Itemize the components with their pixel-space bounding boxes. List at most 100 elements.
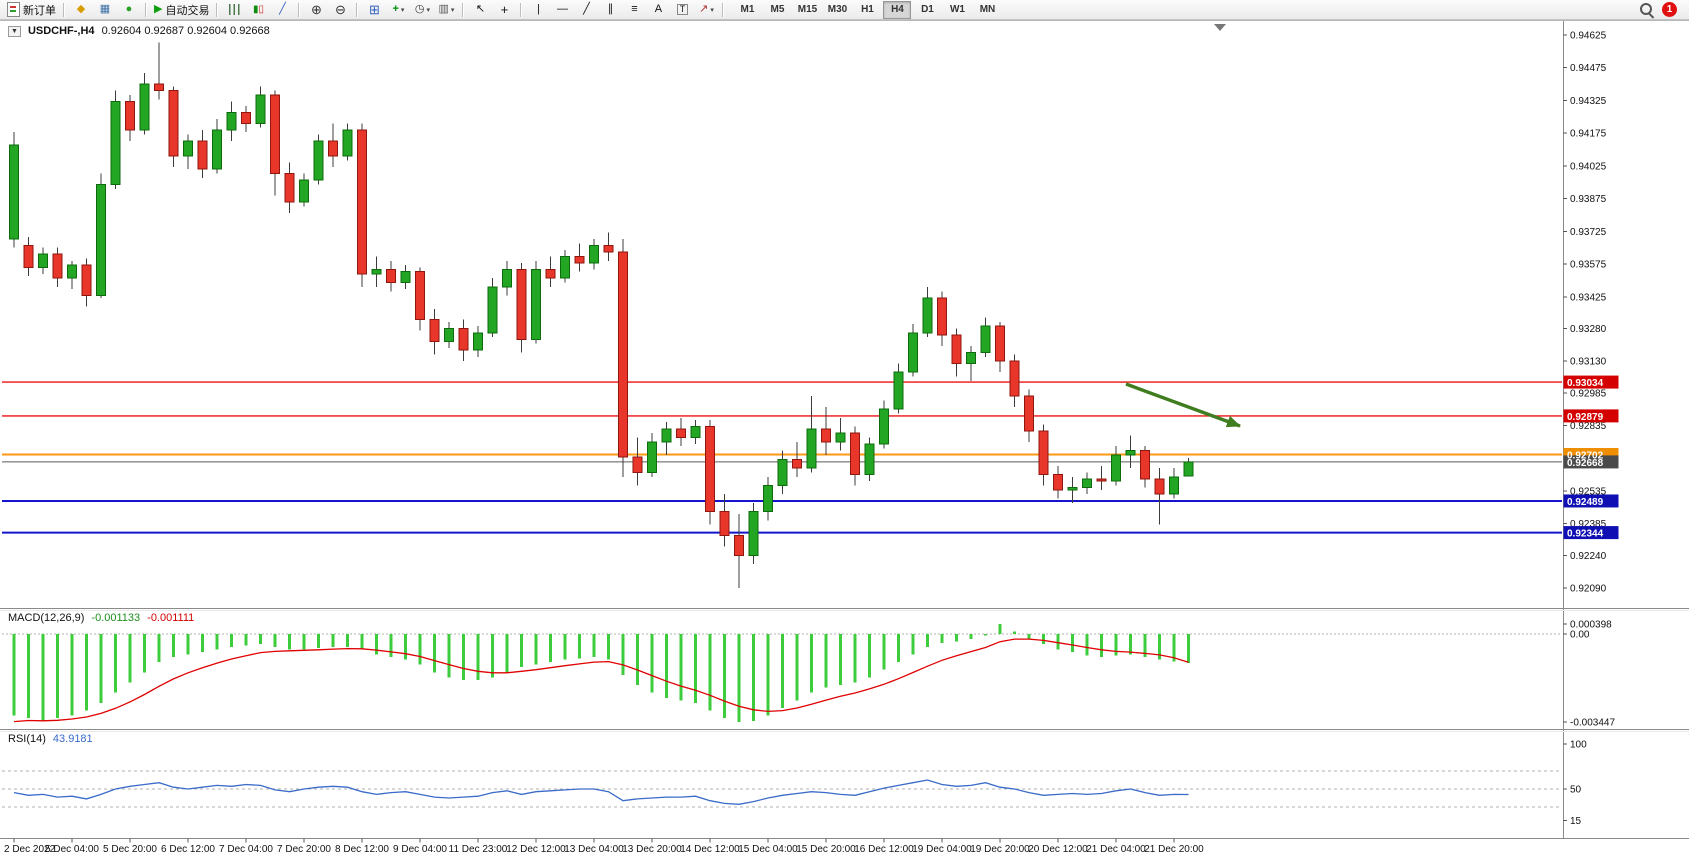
price-tick-label: 0.92835 (1570, 421, 1607, 432)
autotrading-button[interactable]: ▶ 自动交易 (151, 0, 212, 19)
notification-badge[interactable]: 1 (1662, 2, 1677, 17)
price-tick-label: 0.94475 (1570, 63, 1607, 74)
price-tick-label: 0.93280 (1570, 324, 1607, 335)
price-tick-label: 0.94025 (1570, 161, 1607, 172)
chart-title: ▼ USDCHF-,H4 0.92604 0.92687 0.92604 0.9… (8, 25, 270, 37)
trendline-button[interactable]: ╱ (574, 0, 598, 19)
periods-icon: ◷ (414, 3, 425, 15)
price-tick-label: 0.92090 (1570, 584, 1607, 595)
text-icon: A (654, 3, 663, 15)
vertical-line-button[interactable]: | (526, 0, 550, 19)
fibonacci-icon: ≡ (631, 3, 638, 15)
rsi-axis-label: 15 (1570, 816, 1582, 827)
fibonacci-button[interactable]: ≡ (622, 0, 646, 19)
chart-menu-icon[interactable]: ▼ (8, 25, 21, 37)
rsi-panel[interactable] (0, 730, 1563, 839)
ohlc-values: 0.92604 0.92687 0.92604 0.92668 (101, 25, 270, 37)
trend-arrow[interactable] (1125, 382, 1241, 428)
templates-icon: ▥ (438, 3, 449, 15)
chart-bars-button[interactable] (222, 0, 246, 19)
chart-shift-marker[interactable] (1214, 24, 1226, 31)
time-tick-label: 13 Dec 20:00 (622, 844, 682, 855)
time-axis-labels (13, 838, 1175, 843)
time-tick-label: 8 Dec 12:00 (335, 844, 389, 855)
templates-button[interactable]: ▥ ▾ (434, 0, 458, 19)
price-tick-label: 0.93575 (1570, 260, 1607, 271)
crosshair-button[interactable]: + (492, 0, 516, 19)
toolbar-separator (462, 2, 465, 17)
chart-line-button[interactable]: ╱ (270, 0, 294, 19)
text-button[interactable]: A (646, 0, 670, 19)
toolbar-separator (63, 2, 65, 17)
new-order-button[interactable]: 新订单 (4, 0, 59, 19)
timeframe-button-d1[interactable]: D1 (921, 4, 934, 15)
price-tick-label: 0.92240 (1570, 551, 1607, 562)
equidistant-channel-button[interactable]: ∥ (598, 0, 622, 19)
indicators-button[interactable]: + ▾ (386, 0, 410, 19)
text-label-button[interactable]: T (670, 0, 694, 19)
timeframe-button-m5[interactable]: M5 (770, 4, 785, 15)
timeframe-button-w1[interactable]: W1 (949, 4, 965, 15)
timeframe-button-h1[interactable]: H1 (861, 4, 874, 15)
timeframe-button-h4[interactable]: H4 (883, 0, 912, 19)
autotrading-icon: ▶ (154, 3, 163, 15)
history-center-button[interactable]: ● (117, 0, 141, 19)
arrows-tool-dropdown-icon[interactable]: ▾ (710, 6, 714, 14)
price-tick-label: 0.92385 (1570, 519, 1607, 530)
toolbar-separator (298, 2, 301, 17)
horizontal-line-button[interactable]: — (550, 0, 574, 19)
autotrading-label: 自动交易 (165, 4, 210, 17)
svg-text:0.92489: 0.92489 (1567, 497, 1604, 508)
timeframe-button-m30[interactable]: M30 (827, 4, 848, 15)
price-tick-label: 0.94175 (1570, 129, 1607, 140)
panel-borders (0, 20, 1689, 839)
periods-dropdown-icon[interactable]: ▾ (426, 6, 431, 14)
price-tick-label: 0.93725 (1570, 227, 1607, 238)
text-label-icon: T (676, 4, 689, 15)
support-line-1-badge (1563, 494, 1619, 508)
chart-candles-button[interactable] (246, 0, 270, 19)
rsi-label: RSI(14) 43.9181 (8, 733, 93, 745)
search-icon[interactable] (1640, 2, 1654, 17)
svg-text:0.92668: 0.92668 (1567, 458, 1604, 469)
timeframe-button-m1[interactable]: M1 (740, 4, 755, 15)
periods-button[interactable]: ◷ ▾ (410, 0, 434, 19)
time-tick-label: 19 Dec 04:00 (912, 844, 972, 855)
indicators-dropdown-icon[interactable]: ▾ (400, 6, 405, 14)
time-tick-label: 21 Dec 20:00 (1144, 844, 1204, 855)
toolbar-separator (216, 2, 219, 17)
data-window-icon: ▦ (99, 3, 111, 15)
zoom-in-button[interactable]: ⊕ (304, 0, 328, 19)
toolbar-separator (356, 2, 359, 17)
price-tick-label: 0.92535 (1570, 486, 1607, 497)
toolbar-right: 1 (1640, 2, 1685, 17)
macd-axis-label: -0.003447 (1570, 718, 1615, 729)
arrows-tool-icon: ↗ (699, 3, 709, 15)
time-tick-label: 14 Dec 12:00 (680, 844, 740, 855)
zoom-out-button[interactable]: ⊖ (328, 0, 352, 19)
time-tick-label: 6 Dec 12:00 (161, 844, 215, 855)
price-tick-label: 0.93875 (1570, 194, 1607, 205)
cursor-button[interactable]: ↖ (468, 0, 492, 19)
svg-text:0.92344: 0.92344 (1567, 529, 1604, 540)
main-chart-area[interactable] (0, 21, 1563, 609)
toolbar-separator (722, 2, 725, 17)
templates-dropdown-icon[interactable]: ▾ (450, 6, 455, 14)
toolbar-groups: 新订单◆▦●▶自动交易╱⊕⊖⊞+▾◷▾▥▾↖+|—╱∥≡AT↗▾ (4, 0, 718, 19)
metaeditor-button[interactable]: ◆ (69, 0, 93, 19)
svg-text:0.93034: 0.93034 (1567, 378, 1604, 389)
tile-windows-button[interactable]: ⊞ (362, 0, 386, 19)
candles (9, 42, 1194, 589)
time-tick-label: 19 Dec 20:00 (970, 844, 1030, 855)
current-price-line-badge (1563, 455, 1619, 469)
arrows-tool-button[interactable]: ↗ ▾ (694, 0, 718, 19)
data-window-button[interactable]: ▦ (93, 0, 117, 19)
rsi-value: 43.9181 (52, 733, 93, 745)
timeframe-button-m15[interactable]: M15 (797, 4, 818, 15)
timeframe-button-mn[interactable]: MN (979, 4, 996, 15)
price-tick-label: 0.94325 (1570, 96, 1607, 107)
price-tick-label: 0.93130 (1570, 357, 1607, 368)
metaeditor-icon: ◆ (76, 3, 86, 15)
time-tick-label: 11 Dec 23:00 (449, 844, 508, 855)
